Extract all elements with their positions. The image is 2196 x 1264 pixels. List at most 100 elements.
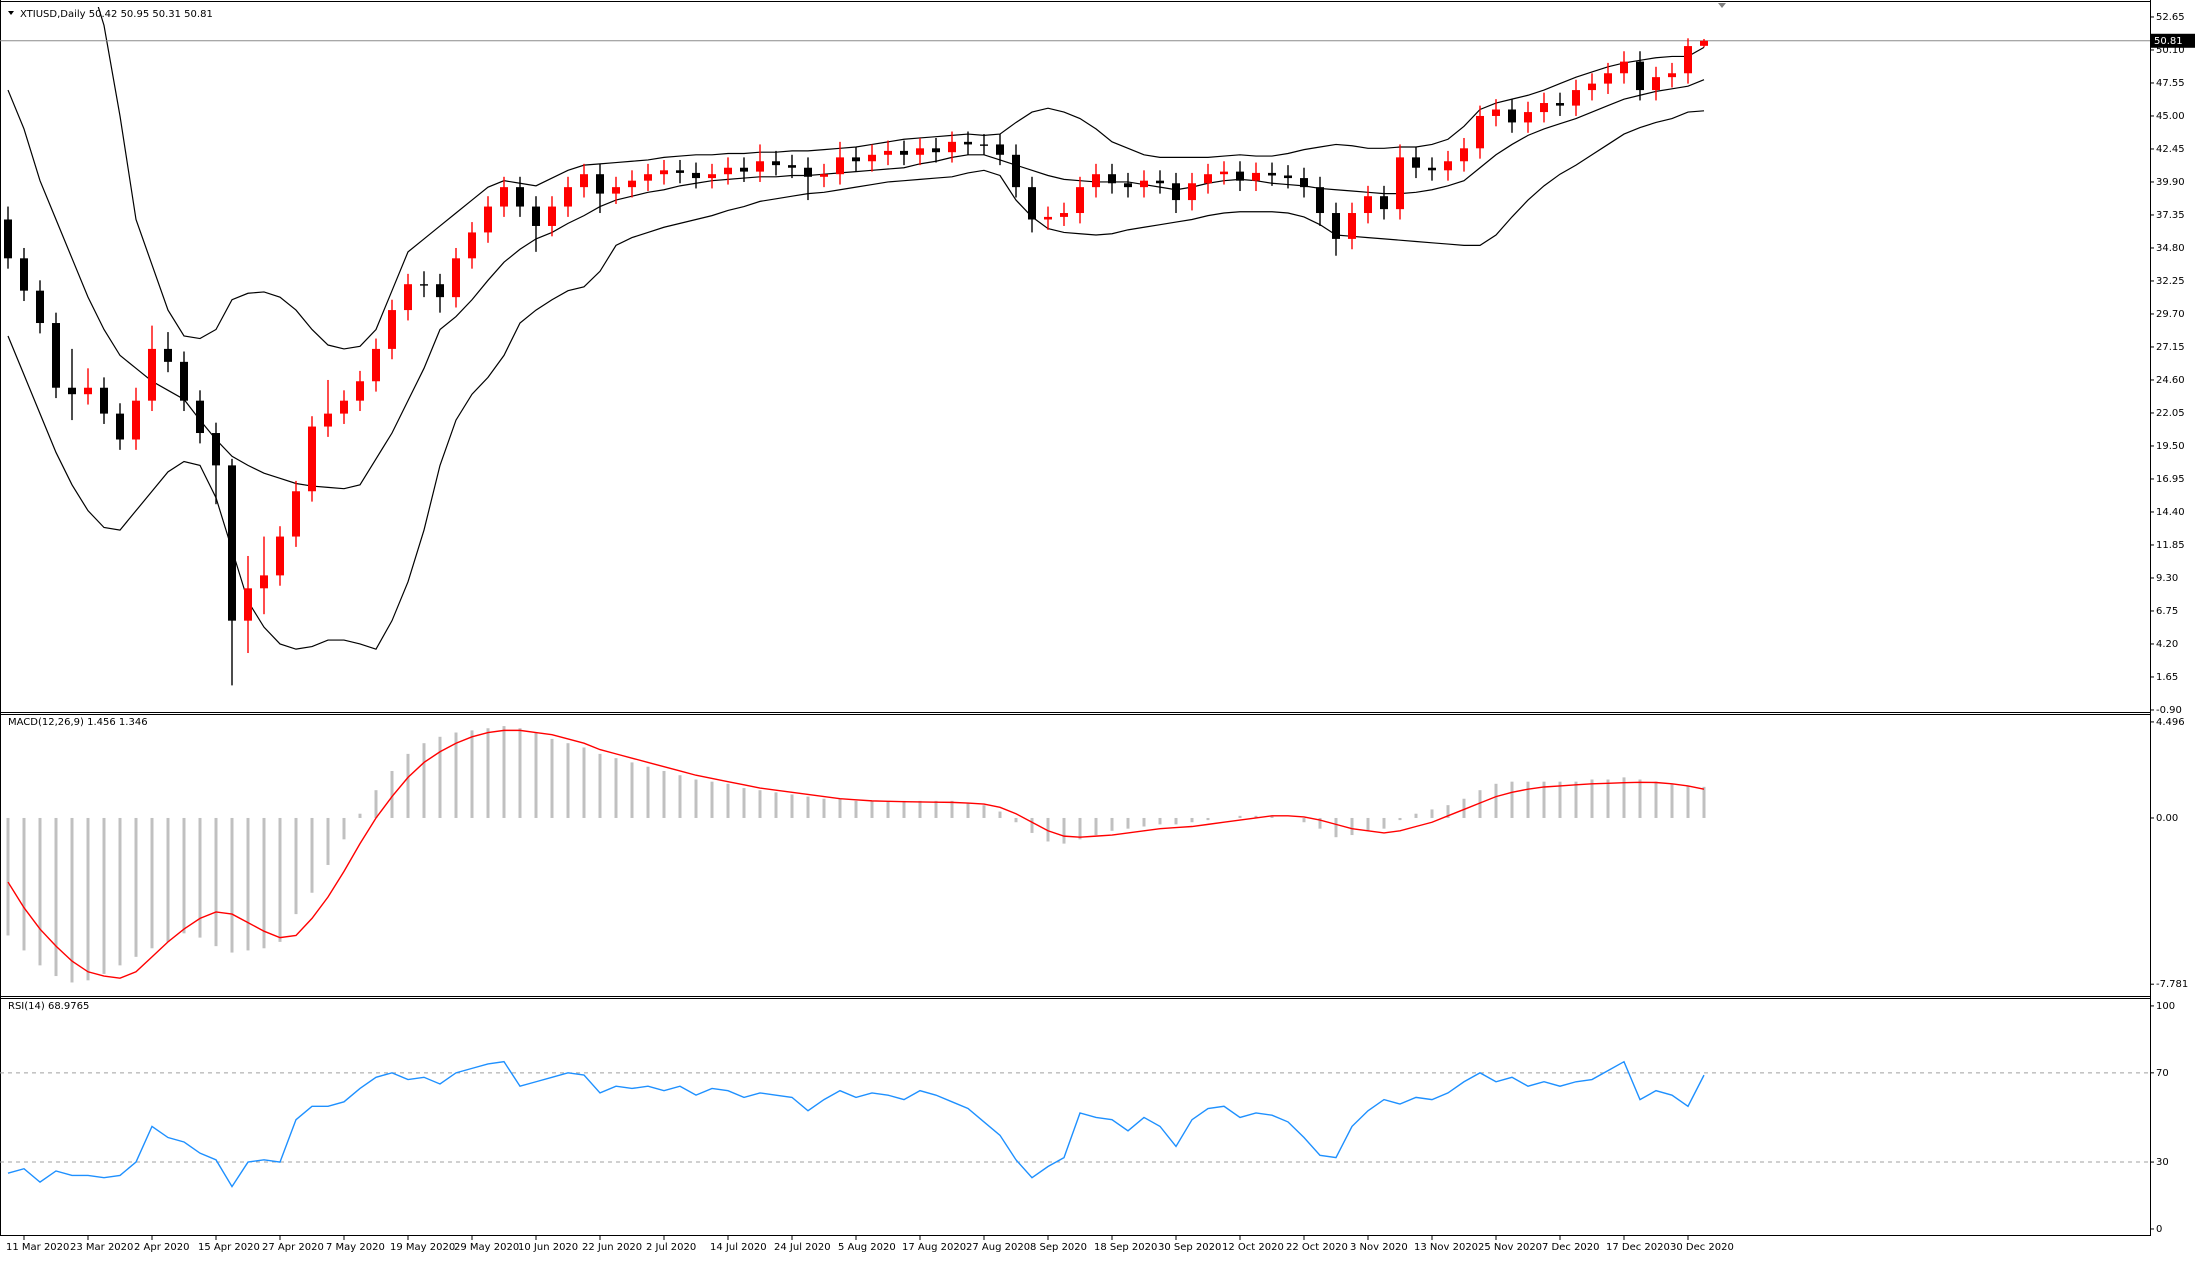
macd-bar (646, 766, 650, 818)
candle-body (1460, 148, 1468, 162)
chart-shift-marker[interactable] (1718, 3, 1726, 8)
macd-bar (1526, 781, 1530, 818)
candle-body (20, 258, 28, 291)
y-tick-label: 16.95 (2156, 474, 2185, 485)
candle-body (1220, 171, 1228, 175)
candle-body (532, 206, 540, 226)
candle-body (260, 575, 268, 589)
x-tick-label: 8 Sep 2020 (1030, 1242, 1087, 1253)
candle-body (612, 187, 620, 194)
pane-title: MACD(12,26,9) 1.456 1.346 (8, 717, 148, 728)
candle-body (1316, 187, 1324, 214)
macd-bar (886, 800, 890, 818)
candle-body (1588, 83, 1596, 91)
candle-body (356, 381, 364, 401)
candle-body (900, 150, 908, 155)
candle-body (1268, 172, 1276, 176)
macd-bar (710, 781, 714, 818)
macd-bar (1462, 798, 1466, 818)
candle-body (932, 148, 940, 153)
pane (0, 7, 2150, 686)
candle-body (1044, 216, 1052, 220)
macd-bar (1494, 783, 1498, 818)
candle-body (452, 258, 460, 298)
macd-bar (198, 817, 202, 938)
last-price-box (2151, 33, 2195, 48)
macd-bar (950, 800, 954, 818)
candle-body (1300, 178, 1308, 188)
macd-bar (1654, 781, 1658, 818)
macd-bar (1446, 805, 1450, 818)
macd-bar (1174, 817, 1178, 825)
macd-bar (1606, 779, 1610, 818)
candle-body (1540, 103, 1548, 113)
candle-body (836, 157, 844, 175)
macd-bar (1270, 815, 1274, 818)
macd-bar (838, 798, 842, 818)
macd-bar (774, 792, 778, 818)
macd-bar (1574, 781, 1578, 818)
candle-body (804, 167, 812, 177)
candle-body (212, 433, 220, 466)
macd-bar (70, 817, 74, 983)
x-tick-label: 27 Apr 2020 (262, 1242, 324, 1253)
candle-body (724, 167, 732, 175)
candle-body (1156, 180, 1164, 184)
macd-bar (1062, 817, 1066, 844)
candle-body (1236, 171, 1244, 181)
y-tick-label: 22.05 (2156, 408, 2185, 419)
candle-body (964, 141, 972, 145)
macd-bar (118, 817, 122, 966)
candle-body (1636, 61, 1644, 91)
rsi-line (7, 1060, 1705, 1188)
macd-bar (1238, 815, 1242, 818)
y-tick-label: 29.70 (2156, 309, 2185, 320)
macd-bar (870, 800, 874, 818)
pane-title: RSI(14) 68.9765 (8, 1001, 89, 1012)
candle-body (1076, 187, 1084, 214)
y-tick-label: 1.65 (2156, 672, 2178, 683)
macd-bar (54, 817, 58, 977)
candle-body (68, 387, 76, 395)
x-tick-label: 25 Nov 2020 (1478, 1242, 1542, 1253)
macd-bar (1510, 781, 1514, 818)
candle-body (644, 174, 652, 181)
x-tick-label: 10 Jun 2020 (518, 1242, 578, 1253)
macd-bar (1206, 817, 1210, 821)
macd-bar (1398, 817, 1402, 821)
macd-bar (406, 753, 410, 818)
macd-bar (742, 788, 746, 818)
macd-bar (918, 800, 922, 818)
y-tick-label: 45.00 (2156, 111, 2185, 122)
x-tick-label: 13 Nov 2020 (1414, 1242, 1478, 1253)
macd-bar (758, 790, 762, 818)
macd-bar (1078, 817, 1082, 840)
macd-bar (38, 817, 42, 966)
x-tick-label: 30 Sep 2020 (1158, 1242, 1221, 1253)
candle-body (772, 161, 780, 166)
candle-body (1364, 196, 1372, 214)
y-tick-label: 30 (2156, 1157, 2169, 1168)
macd-bar (518, 728, 522, 818)
y-tick-label: 32.25 (2156, 276, 2185, 287)
macd-bar (1686, 785, 1690, 818)
macd-bar (390, 770, 394, 818)
collapse-icon[interactable] (8, 11, 14, 15)
y-tick-label: 34.80 (2156, 243, 2185, 254)
x-tick-label: 2 Apr 2020 (134, 1242, 189, 1253)
candle-body (1492, 109, 1500, 116)
candle-body (1700, 40, 1708, 46)
candle-body (980, 144, 988, 146)
candle-body (692, 172, 700, 179)
candle-body (1124, 183, 1132, 188)
macd-bar (1414, 813, 1418, 818)
macd-bar (214, 817, 218, 947)
candle-body (756, 161, 764, 172)
candle-body (340, 400, 348, 414)
macd-bar (934, 800, 938, 818)
y-tick-label: 47.55 (2156, 78, 2185, 89)
candle-body (996, 144, 1004, 155)
macd-bar (230, 817, 234, 953)
